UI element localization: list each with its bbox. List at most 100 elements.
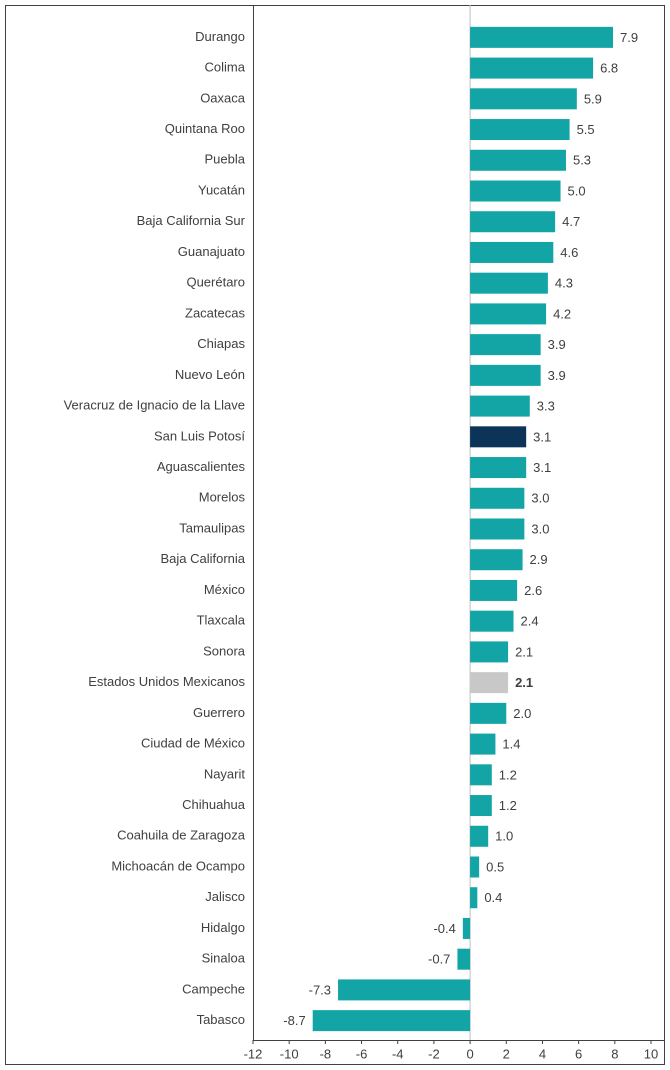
value-label: 5.3	[573, 153, 591, 168]
x-tick-label: -2	[428, 1046, 440, 1061]
x-tick-label: 6	[575, 1046, 582, 1061]
bar	[470, 180, 561, 202]
y-tick-label: Michoacán de Ocampo	[111, 858, 245, 873]
y-tick-label: Quintana Roo	[165, 121, 245, 136]
y-tick-label: Guerrero	[193, 705, 245, 720]
bar	[470, 856, 480, 878]
value-label: 7.9	[620, 30, 638, 45]
frame	[5, 5, 665, 1065]
x-tick-label: -6	[356, 1046, 368, 1061]
bar	[470, 579, 518, 601]
value-label: 1.2	[499, 767, 517, 782]
bar	[470, 272, 548, 294]
y-tick-label: Coahuila de Zaragoza	[117, 828, 246, 843]
y-tick-label: Guanajuato	[178, 244, 245, 259]
y-tick-label: Jalisco	[205, 889, 245, 904]
bar	[470, 426, 527, 448]
bar	[470, 518, 525, 540]
y-tick-label: Baja California Sur	[137, 213, 246, 228]
y-tick-label: Nayarit	[204, 766, 246, 781]
value-label: 4.2	[553, 306, 571, 321]
x-tick-label: -4	[392, 1046, 404, 1061]
x-tick-label: 10	[644, 1046, 658, 1061]
value-label: -0.4	[433, 921, 455, 936]
bar	[470, 119, 570, 141]
bar	[470, 364, 541, 386]
y-tick-label: Puebla	[205, 152, 246, 167]
y-tick-label: Ciudad de México	[141, 736, 245, 751]
value-label: 6.8	[600, 61, 618, 76]
value-label: -0.7	[428, 952, 450, 967]
x-tick-label: 0	[466, 1046, 473, 1061]
value-label: 3.9	[548, 368, 566, 383]
y-tick-label: Sinaloa	[202, 951, 246, 966]
x-tick-label: 4	[539, 1046, 546, 1061]
value-label: 3.0	[531, 521, 549, 536]
y-tick-label: Campeche	[182, 981, 245, 996]
bar	[470, 334, 541, 356]
y-tick-label: México	[204, 582, 245, 597]
bar	[470, 487, 525, 509]
y-tick-label: Chiapas	[197, 336, 245, 351]
y-tick-label: Zacatecas	[185, 305, 245, 320]
bar	[462, 917, 471, 939]
y-tick-label: Baja California	[160, 551, 245, 566]
y-tick-label: Tamaulipas	[179, 520, 245, 535]
bar	[312, 1010, 471, 1032]
value-label: 0.4	[484, 890, 502, 905]
value-label: 3.0	[531, 491, 549, 506]
y-tick-label: Hidalgo	[201, 920, 245, 935]
bar	[470, 303, 547, 325]
bar	[470, 795, 492, 817]
value-label: 2.9	[530, 552, 548, 567]
value-label: 3.9	[548, 337, 566, 352]
bar	[470, 241, 554, 263]
bar	[470, 457, 527, 479]
value-label: 1.2	[499, 798, 517, 813]
bar	[470, 88, 577, 110]
bar	[470, 395, 530, 417]
value-label: -8.7	[283, 1013, 305, 1028]
value-label: 2.1	[515, 644, 533, 659]
x-tick-label: 8	[611, 1046, 618, 1061]
value-label: 2.1	[515, 675, 533, 690]
value-label: -7.3	[309, 982, 331, 997]
bar	[470, 149, 566, 171]
x-tick-label: 2	[503, 1046, 510, 1061]
x-tick-label: -10	[280, 1046, 299, 1061]
y-tick-label: Sonora	[203, 643, 246, 658]
y-tick-label: Colima	[205, 60, 246, 75]
y-tick-label: Tabasco	[197, 1012, 245, 1027]
y-tick-label: Oaxaca	[200, 90, 246, 105]
bar	[470, 549, 523, 571]
y-tick-label: Morelos	[199, 490, 246, 505]
value-label: 1.4	[502, 737, 520, 752]
y-tick-label: Chihuahua	[182, 797, 246, 812]
y-tick-label: Durango	[195, 29, 245, 44]
bar	[470, 57, 594, 79]
bar	[470, 764, 492, 786]
bar	[470, 26, 614, 48]
bar	[457, 948, 471, 970]
value-label: 5.5	[577, 122, 595, 137]
bar	[470, 211, 556, 233]
x-tick-label: -12	[244, 1046, 263, 1061]
value-label: 1.0	[495, 829, 513, 844]
value-label: 0.5	[486, 859, 504, 874]
bar	[470, 702, 507, 724]
value-label: 2.0	[513, 706, 531, 721]
y-tick-label: Aguascalientes	[157, 459, 246, 474]
bar	[470, 825, 489, 847]
y-tick-label: Tlaxcala	[197, 613, 246, 628]
value-label: 5.9	[584, 91, 602, 106]
bar	[470, 610, 514, 632]
y-tick-label: Querétaro	[186, 275, 245, 290]
y-tick-label: Veracruz de Ignacio de la Llave	[64, 398, 245, 413]
value-label: 2.4	[521, 614, 539, 629]
value-label: 5.0	[568, 183, 586, 198]
value-label: 3.3	[537, 399, 555, 414]
bar	[470, 733, 496, 755]
x-tick-label: -8	[320, 1046, 332, 1061]
value-label: 3.1	[533, 460, 551, 475]
